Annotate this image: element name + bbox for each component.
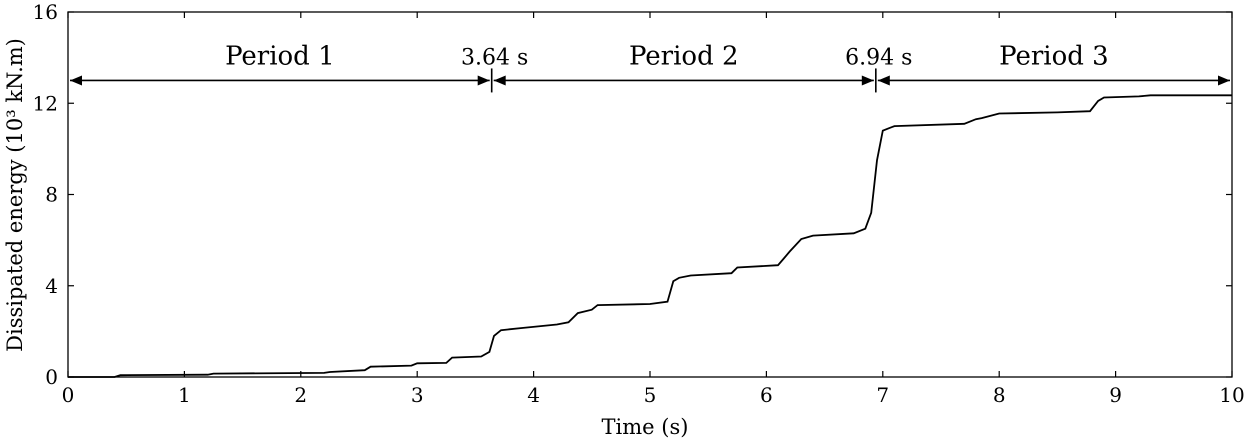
y-tick-label: 4 <box>45 274 58 298</box>
x-tick-label: 4 <box>527 383 540 407</box>
period-label: Period 1 <box>225 41 335 71</box>
x-tick-label: 2 <box>294 383 307 407</box>
y-tick-label: 12 <box>33 91 58 115</box>
arrowhead-left-icon <box>70 75 82 86</box>
period-label: Period 2 <box>629 41 739 71</box>
x-tick-label: 9 <box>1109 383 1122 407</box>
series-line <box>68 94 1232 378</box>
x-tick-label: 0 <box>62 383 75 407</box>
arrowhead-right-icon <box>1218 75 1230 86</box>
x-tick-label: 10 <box>1219 383 1244 407</box>
arrowhead-right-icon <box>861 75 874 86</box>
boundary-time-label: 3.64 s <box>461 45 528 70</box>
y-tick-label: 16 <box>33 0 58 24</box>
period-label: Period 3 <box>999 41 1109 71</box>
x-tick-label: 7 <box>876 383 889 407</box>
x-tick-label: 1 <box>178 383 191 407</box>
x-tick-label: 8 <box>993 383 1006 407</box>
arrowhead-right-icon <box>477 75 490 86</box>
x-tick-label: 3 <box>411 383 424 407</box>
x-axis-title: Time (s) <box>602 415 689 439</box>
boundary-time-label: 6.94 s <box>845 45 912 70</box>
x-tick-label: 5 <box>644 383 657 407</box>
y-tick-label: 0 <box>45 365 58 389</box>
arrowhead-left-icon <box>493 75 506 86</box>
y-axis-title: Dissipated energy (10³ kN.m) <box>3 38 27 352</box>
y-tick-label: 8 <box>45 183 58 207</box>
x-tick-label: 6 <box>760 383 773 407</box>
arrowhead-left-icon <box>877 75 890 86</box>
period-annotations: Period 1 Period 2 Period 3 3.64 s 6.94 s <box>70 41 1230 93</box>
